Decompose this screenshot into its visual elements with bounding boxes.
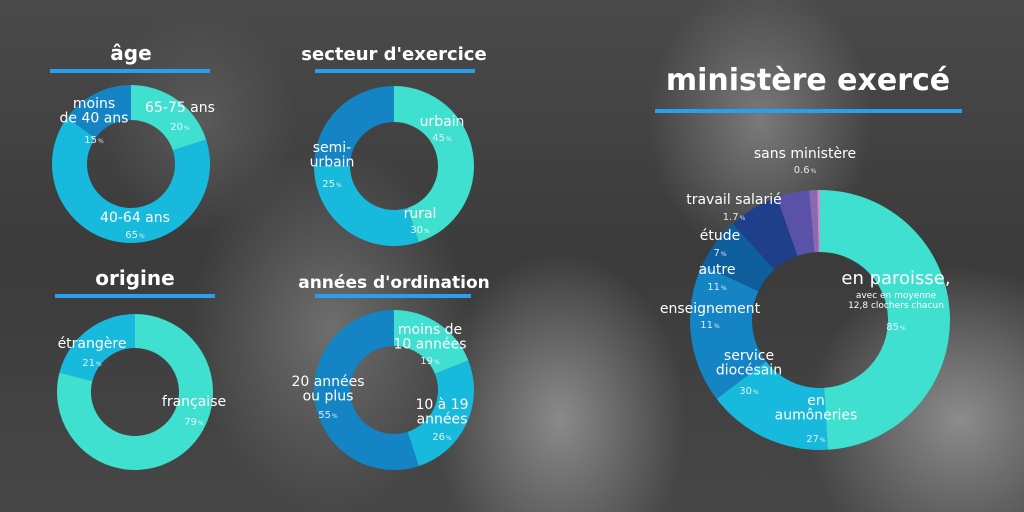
slice-label: 10 à 19 années: [415, 397, 468, 428]
slice-label: moins de 40 ans: [60, 96, 129, 127]
chart-title-age: âge: [110, 41, 151, 65]
chart-title-ministere: ministère exercé: [666, 63, 950, 98]
slice-secteur-1: [314, 166, 419, 246]
slice-label: en paroisse,: [841, 268, 950, 289]
slice-value: 85%: [886, 322, 906, 333]
slice-ministere-3: [702, 223, 775, 292]
slice-value: 7%: [713, 248, 726, 259]
slice-value: 15%: [84, 135, 104, 146]
slice-label: autre: [698, 262, 735, 278]
slice-value: 45%: [432, 133, 452, 144]
donut-chart-ordination: années d'ordination moins de 10 années 19% 1…: [291, 273, 490, 470]
slice-label: semi-urbain: [310, 140, 355, 171]
slice-label: 65-75 ans: [145, 100, 215, 116]
title-underline: [655, 109, 962, 113]
slice-ministere-7: [817, 190, 820, 253]
title-underline: [315, 69, 475, 73]
slice-label: étude: [700, 228, 740, 244]
title-underline: [55, 294, 215, 298]
slice-label: urbain: [420, 114, 465, 130]
slice-label: française: [162, 394, 226, 410]
slice-value: 30%: [739, 386, 759, 397]
slice-ministere-5: [776, 190, 815, 256]
slice-ministere-0: [820, 190, 951, 450]
chart-title-ordination: années d'ordination: [298, 273, 490, 293]
slice-ministere-6: [809, 190, 819, 253]
slice-value: 30%: [410, 225, 430, 236]
slice-ordination-0: [394, 310, 469, 374]
slice-value: 26%: [432, 432, 452, 443]
slice-label: rural: [404, 206, 437, 222]
slice-value: 20%: [170, 122, 190, 133]
slice-label: moins de 10 années: [393, 322, 466, 353]
slice-secteur-0: [394, 86, 474, 243]
title-underline: [315, 294, 471, 298]
donut-chart-ministere: ministère exercé en paroisse,avec en moye…: [655, 63, 962, 450]
slice-label: en aumôneries: [775, 393, 858, 424]
slice-value: 19%: [420, 356, 440, 367]
slice-age-2: [67, 85, 131, 139]
slice-value: 0.6%: [794, 165, 817, 176]
slice-label: enseignement: [660, 301, 761, 317]
slice-ministere-4: [732, 197, 798, 270]
slice-label: étrangère: [58, 336, 127, 352]
slice-value: 25%: [322, 179, 342, 190]
slice-ordination-1: [407, 360, 474, 467]
slice-age-0: [131, 85, 207, 151]
slice-value: 21%: [82, 358, 102, 369]
slice-label: service diocésain: [716, 348, 782, 379]
slice-value: 11%: [700, 320, 720, 331]
slice-value: 79%: [184, 417, 204, 428]
chart-title-secteur: secteur d'exercice: [301, 44, 486, 65]
donut-chart-secteur: secteur d'exercice urbain 45% rural 30% semi-…: [301, 44, 487, 246]
title-underline: [50, 69, 210, 73]
slice-value: 65%: [125, 230, 145, 241]
donut-chart-age: âge 65-75 ans 20% 40-64 ans 65% moins de 40 an…: [50, 41, 215, 243]
slice-label: 40-64 ans: [100, 210, 170, 226]
slice-secteur-2: [314, 86, 394, 166]
slice-ordination-2: [314, 310, 419, 470]
chart-title-origine: origine: [95, 266, 174, 290]
slice-value: 11%: [707, 282, 727, 293]
donut-chart-origine: origine française 79% étrangère 21%: [55, 266, 226, 470]
slice-value: 27%: [806, 434, 826, 445]
slice-label: travail salarié: [686, 192, 782, 208]
slice-label: sans ministère: [754, 146, 856, 162]
slice-origine-1: [59, 314, 135, 382]
slice-origine-0: [57, 314, 214, 470]
slice-value: 1.7%: [723, 212, 746, 223]
slice-value: 55%: [318, 410, 338, 421]
slice-age-1: [51, 117, 210, 243]
slice-sublabel: avec en moyenne 12,8 clochers chacun: [848, 291, 944, 311]
slice-label: 20 années ou plus: [291, 374, 364, 405]
slice-ministere-1: [716, 361, 828, 450]
slice-ministere-2: [690, 265, 766, 399]
